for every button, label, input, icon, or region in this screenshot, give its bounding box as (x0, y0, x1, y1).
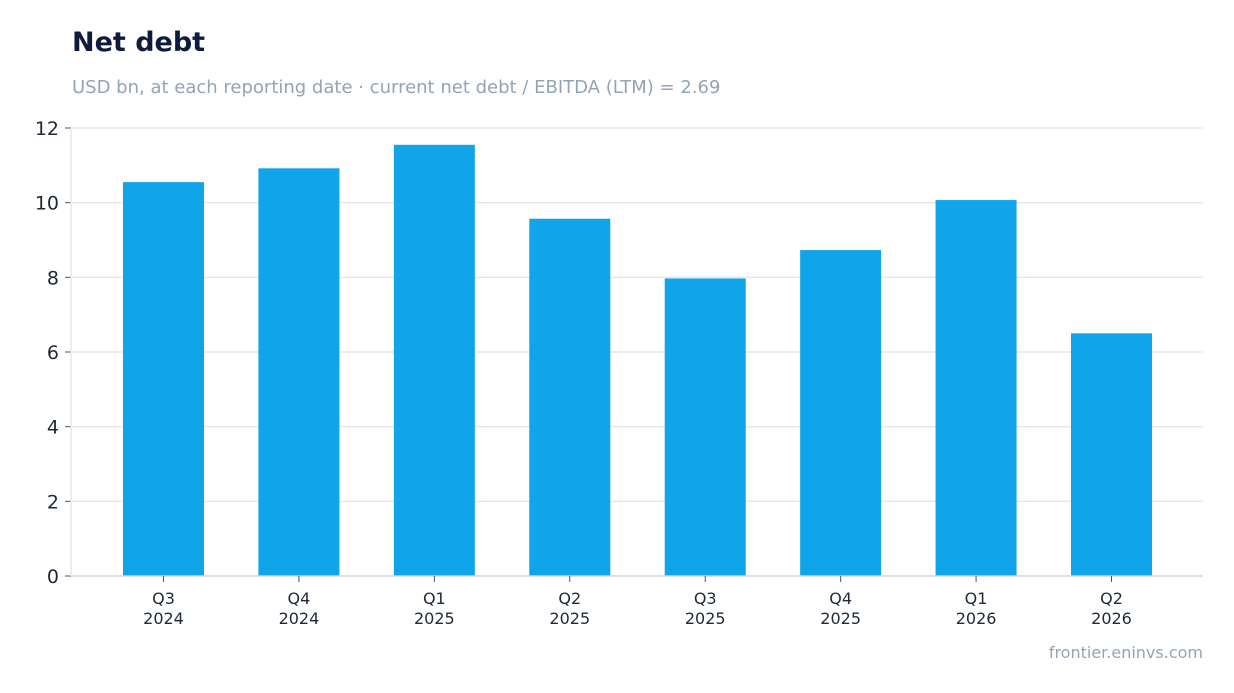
y-tick-label: 10 (35, 193, 59, 215)
x-tick-label: Q4 2024 (279, 589, 320, 628)
x-tick-label: Q3 2024 (143, 589, 184, 628)
x-tick-label: Q4 2025 (820, 589, 861, 628)
y-tick-label: 6 (47, 342, 59, 364)
y-tick-label: 8 (47, 267, 59, 289)
axes (65, 127, 1203, 582)
y-tick-label: 2 (47, 491, 59, 513)
bar (664, 278, 746, 576)
x-tick-label: Q1 2025 (414, 589, 455, 628)
x-tick-label: Q2 2026 (1091, 589, 1132, 628)
bar (123, 182, 204, 576)
x-tick-label: Q2 2025 (549, 589, 590, 628)
bar (393, 144, 475, 577)
bar (1071, 333, 1152, 576)
bar (800, 250, 882, 576)
y-tick-label: 12 (35, 118, 59, 140)
x-tick-label: Q1 2026 (956, 589, 997, 628)
y-tick-label: 4 (47, 417, 59, 439)
bars (123, 144, 1152, 577)
chart-subtitle: USD bn, at each reporting date · current… (72, 77, 721, 98)
tick-labels: 0 2 4 6 8 10 12 Q3 2024 Q4 2024 Q1 2025 Q2 2025 Q3 2025 Q… (35, 118, 1132, 628)
grid-lines (71, 127, 1203, 503)
x-tick-label: Q3 2025 (685, 589, 726, 628)
source-credit: frontier.eninvs.com (1048, 643, 1203, 662)
chart-title: Net debt (72, 27, 206, 58)
bar (258, 168, 340, 576)
y-tick-label: 0 (47, 566, 59, 588)
bar (529, 218, 611, 576)
bar (935, 200, 1017, 576)
